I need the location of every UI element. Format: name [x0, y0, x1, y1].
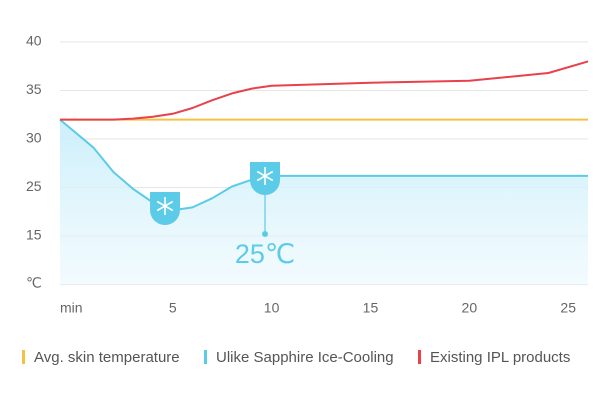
- y-tick-label: 35: [26, 81, 42, 97]
- y-tick-label: 30: [26, 130, 42, 146]
- flake-arm: [156, 200, 174, 212]
- series-line: [60, 60, 589, 121]
- legend-swatch: [22, 350, 25, 364]
- x-tick-label: 25: [560, 300, 576, 316]
- legend-label: Ulike Sapphire Ice-Cooling: [216, 349, 394, 366]
- x-tick-label: 15: [363, 300, 379, 316]
- annotation-dot: [262, 231, 268, 237]
- legend-label: Existing IPL products: [430, 349, 570, 366]
- y-tick-label: 25: [26, 178, 42, 194]
- x-tick-label: 10: [264, 300, 280, 316]
- x-tick-label: 5: [169, 300, 177, 316]
- y-tick-label: 40: [26, 33, 42, 49]
- x-axis-label: min: [60, 300, 83, 316]
- y-axis-label: ℃: [26, 275, 42, 291]
- y-tick-label: 15: [26, 227, 42, 243]
- legend-label: Avg. skin temperature: [34, 349, 180, 366]
- annotation: 25℃: [235, 239, 295, 269]
- flake-arm: [256, 170, 274, 182]
- legend-swatch: [204, 350, 207, 364]
- legend-swatch: [418, 350, 421, 364]
- cooling-area: [60, 119, 588, 285]
- snowflake-badge: [250, 162, 280, 195]
- snowflake-badge: [150, 192, 180, 225]
- series-line: [59, 118, 588, 212]
- x-tick-label: 20: [462, 300, 478, 316]
